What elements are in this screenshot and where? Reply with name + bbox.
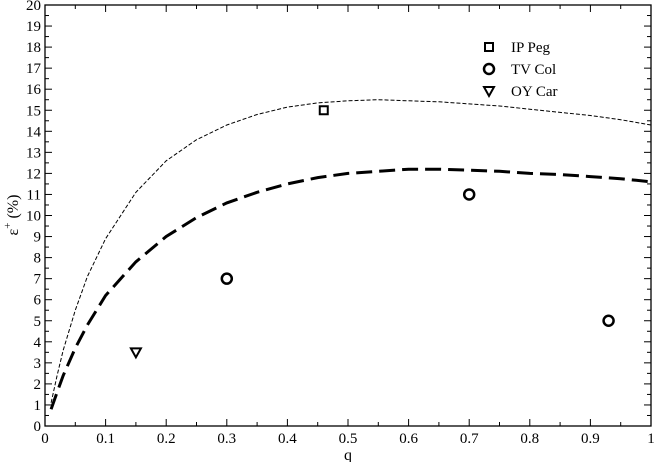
y-tick-label: 4	[34, 335, 42, 351]
legend-label: TV Col	[511, 62, 556, 78]
y-axis-label-main: ε	[5, 228, 22, 235]
legend-marker	[482, 86, 496, 99]
data-points	[129, 105, 615, 360]
y-tick-label: 20	[26, 0, 41, 14]
x-tick-label: 0.7	[460, 431, 479, 447]
y-tick-label: 14	[26, 124, 42, 140]
x-tick-label: 0.5	[339, 431, 358, 447]
y-tick-label: 8	[34, 251, 42, 267]
x-tick-label: 0	[41, 431, 49, 447]
y-tick-label: 9	[34, 230, 42, 246]
axis-ticks: 0 0.1 0.2 0.3 0.4 0.5 0.6 0.7 0.8 0.9 101234567891…	[26, 0, 654, 447]
y-tick-label: 15	[26, 103, 41, 119]
x-tick-label: 0.6	[399, 431, 418, 447]
y-tick-label: 7	[34, 272, 42, 288]
y-tick-label: 11	[27, 187, 41, 203]
data-point	[220, 272, 234, 285]
x-tick-label: 0.4	[278, 431, 297, 447]
thick-dashed-curve	[49, 167, 652, 410]
y-tick-label: 12	[26, 166, 41, 182]
y-tick-label: 0	[34, 419, 42, 435]
data-point	[129, 347, 143, 360]
y-tick-label: 3	[34, 356, 42, 372]
y-tick-label: 18	[26, 40, 41, 56]
x-tick-label: 0.1	[96, 431, 115, 447]
x-tick-label: 0.3	[217, 431, 236, 447]
y-tick-label: 5	[34, 314, 42, 330]
legend-marker	[484, 42, 494, 52]
y-tick-label: 19	[26, 19, 41, 35]
legend-label: IP Peg	[511, 40, 551, 56]
x-tick-label: 0.9	[581, 431, 600, 447]
legend: IP Peg TV Col OY Car	[482, 40, 558, 100]
y-tick-label: 13	[26, 145, 41, 161]
y-axis-label-unit: (%)	[5, 195, 22, 219]
legend-label: OY Car	[511, 84, 558, 100]
x-tick-label: 1	[647, 431, 654, 447]
data-point	[602, 314, 615, 327]
y-tick-label: 2	[34, 377, 42, 393]
plot-frame	[44, 4, 652, 427]
y-axis-label-sup: +	[2, 223, 14, 229]
y-axis-label: ε+ (%)	[2, 195, 22, 236]
thin-dashed-curve	[50, 99, 652, 403]
y-tick-label: 1	[34, 398, 42, 414]
x-axis-label: q	[344, 447, 352, 462]
x-tick-label: 0.2	[157, 431, 176, 447]
model-curves	[49, 99, 652, 410]
y-tick-label: 10	[26, 209, 41, 225]
x-tick-label: 0.8	[520, 431, 539, 447]
y-tick-label: 17	[26, 61, 42, 77]
legend-marker	[482, 62, 496, 76]
data-point	[462, 188, 476, 201]
data-point	[318, 105, 329, 116]
y-tick-label: 16	[26, 82, 42, 98]
y-tick-label: 6	[34, 293, 42, 309]
